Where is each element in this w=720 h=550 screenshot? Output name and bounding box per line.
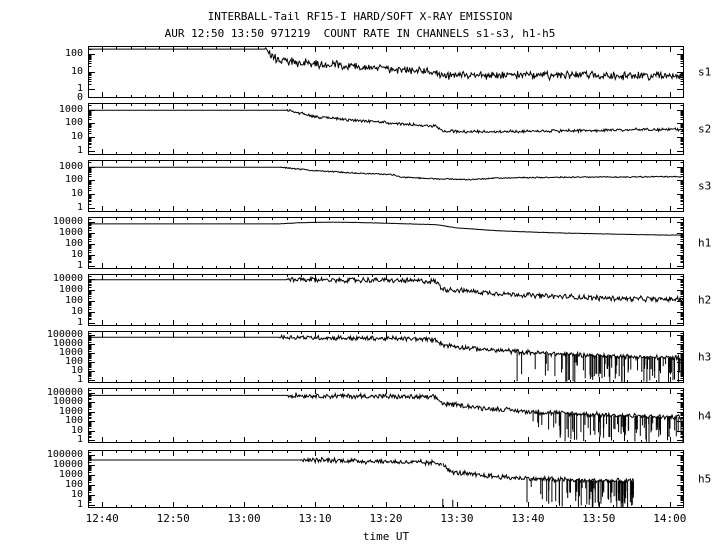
- y-tick-label: 1: [76, 259, 83, 271]
- y-tick-label: 1000: [58, 347, 83, 359]
- y-tick-label: 100000: [46, 329, 83, 341]
- panel-h2: 10000 1000 100 10 1 h2: [53, 274, 711, 328]
- y-tick-label: 100000: [46, 448, 83, 460]
- y-tick-label: 1: [76, 82, 83, 94]
- y-tick-label: 100: [64, 294, 83, 306]
- y-tick-label: 10000: [52, 216, 83, 228]
- x-tick-label: 13:10: [298, 512, 332, 525]
- y-tick-label: 1000: [58, 160, 83, 172]
- trace-h1: [88, 217, 684, 269]
- panel-frame-s2: [88, 103, 684, 155]
- channel-label-s2: s2: [698, 122, 712, 136]
- y-tick-label: 100: [64, 117, 83, 129]
- x-tick-label: 13:50: [582, 512, 616, 525]
- y-tick-label: 100: [64, 174, 83, 186]
- x-axis: time UT 12:40 12:50 13:00 13:10 13:20 13:30 13…: [85, 512, 687, 543]
- y-tick-label: 1000: [58, 227, 83, 239]
- y-axis-h4: 100000 10000 1000 100 10 1: [2, 386, 88, 446]
- y-tick-label: 1: [76, 374, 83, 386]
- y-tick-label: 100: [64, 48, 83, 60]
- y-tick-label: 100: [64, 478, 83, 490]
- panel-h5: 100000 10000 1000 100 10 1 h5: [47, 449, 711, 509]
- trace-h2: [88, 274, 684, 326]
- y-tick-label: 1000: [58, 103, 83, 115]
- plot-title-line-2: AUR 12:50 13:50 971219 COUNT RATE IN CHA…: [164, 27, 556, 40]
- x-tick-label: 12:50: [156, 512, 190, 525]
- channel-label-h5: h5: [698, 472, 712, 486]
- y-axis-h2: 10000 1000 100 10 1: [2, 273, 88, 328]
- x-tick-label: 13:00: [227, 512, 261, 525]
- x-axis-title: time UT: [362, 530, 410, 543]
- panel-h3: 100000 10000 1000 100 10 1 h3: [47, 330, 711, 385]
- y-tick-label: 10: [70, 188, 83, 200]
- channel-label-s3: s3: [698, 179, 712, 193]
- panel-s2: 1000 100 10 1 s2: [59, 103, 711, 155]
- trace-s1: [88, 46, 684, 98]
- y-tick-label: 1: [76, 144, 83, 156]
- y-tick-label: 1000: [58, 468, 83, 480]
- trace-h4: [88, 388, 684, 443]
- channel-label-h1: h1: [698, 236, 712, 250]
- y-axis-s2: 1000 100 10 1: [2, 103, 88, 155]
- y-tick-label: 100: [64, 356, 83, 368]
- x-tick-label: 13:20: [369, 512, 403, 525]
- y-axis-h5: 100000 10000 1000 100 10 1: [2, 448, 88, 510]
- y-tick-label: 10000: [52, 273, 83, 285]
- y-axis-h1: 10000 1000 100 10 1: [2, 216, 88, 271]
- y-tick-label: 1: [76, 434, 83, 446]
- y-axis-h3: 100000 10000 1000 100 10 1: [2, 329, 88, 386]
- y-tick-label: 1: [76, 201, 83, 213]
- x-tick-label: 12:40: [85, 512, 119, 525]
- panel-s3: 1000 100 10 1 s3: [59, 160, 711, 212]
- x-tick-label: 13:40: [511, 512, 545, 525]
- y-tick-label: 10000: [52, 396, 83, 408]
- trace-h3: [88, 331, 684, 383]
- y-axis-s1: 100 10 1 0: [2, 46, 88, 103]
- y-tick-label: 10: [70, 424, 83, 436]
- channel-label-h4: h4: [698, 409, 712, 422]
- channel-label-h2: h2: [698, 293, 712, 307]
- plot-title-line-1: INTERBALL-Tail RF15-I HARD/SOFT X-RAY EM…: [207, 10, 513, 23]
- channel-label-s1: s1: [698, 65, 712, 79]
- channel-label-h3: h3: [698, 350, 712, 364]
- y-axis-s3: 1000 100 10 1: [2, 160, 88, 212]
- y-tick-label: 10: [70, 131, 83, 143]
- y-tick-label: 1: [76, 316, 83, 328]
- y-tick-label: 10: [70, 248, 83, 260]
- trace-h5: [88, 450, 684, 508]
- y-tick-label: 0: [76, 92, 83, 103]
- y-tick-label: 1: [76, 498, 83, 510]
- y-tick-label: 100: [64, 237, 83, 249]
- y-tick-label: 1000: [58, 405, 83, 417]
- x-tick-label: 14:00: [653, 512, 687, 525]
- y-tick-label: 100: [64, 415, 83, 427]
- panel-h1: 10000 1000 100 10 1 h1: [53, 217, 711, 271]
- y-tick-label: 10: [70, 365, 83, 377]
- y-tick-label: 100000: [46, 386, 83, 398]
- y-tick-label: 10: [70, 305, 83, 317]
- x-tick-label: 13:30: [440, 512, 474, 525]
- trace-s2: [88, 103, 684, 155]
- y-tick-label: 10000: [52, 338, 83, 350]
- title-block: INTERBALL-Tail RF15-I HARD/SOFT X-RAY EM…: [0, 8, 720, 42]
- y-tick-label: 10000: [52, 458, 83, 470]
- panel-h4: 100000 10000 1000 100 10 1 h4: [47, 387, 711, 445]
- panel-s1: 100 10 1 0 s1: [65, 46, 711, 103]
- y-tick-label: 10: [70, 65, 83, 77]
- panel-frame-h2: [88, 274, 684, 326]
- y-tick-label: 1000: [58, 284, 83, 296]
- trace-s3: [88, 160, 684, 212]
- y-tick-label: 10: [70, 488, 83, 500]
